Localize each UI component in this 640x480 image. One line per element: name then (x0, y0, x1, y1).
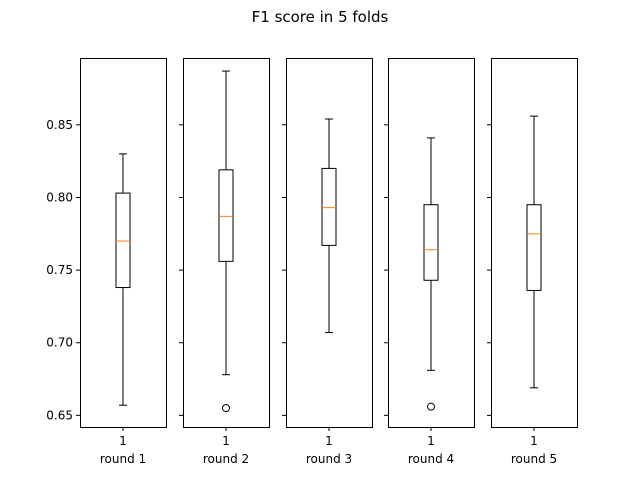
panel-2-box (218, 169, 234, 262)
panel-4-xtick-label: 1 (427, 434, 435, 448)
panel-1-xtick-label: 1 (119, 434, 127, 448)
panel-2-xtick-label: 1 (222, 434, 230, 448)
ytick-label-4: 0.80 (46, 190, 73, 204)
ytick-label-5: 0.85 (46, 118, 73, 132)
panel-5-box (526, 204, 542, 291)
panel-4-box (423, 204, 439, 281)
panel-3-xtick-label: 1 (325, 434, 333, 448)
panel-1-xlabel: round 1 (100, 452, 146, 466)
ytick-label-3: 0.75 (46, 263, 73, 277)
chart-title: F1 score in 5 folds (251, 8, 389, 26)
panel-5-xlabel: round 5 (511, 452, 557, 466)
panel-4-outlier-1 (427, 402, 435, 411)
panel-5-xtick-label: 1 (530, 434, 538, 448)
ytick-label-1: 0.65 (46, 408, 73, 422)
panel-4-xlabel: round 4 (408, 452, 454, 466)
panel-2-outlier-1 (222, 404, 230, 413)
ytick-label-2: 0.70 (46, 336, 73, 350)
panel-2-xlabel: round 2 (203, 452, 249, 466)
panel-3-frame (286, 58, 373, 428)
panel-4-frame (388, 58, 475, 428)
panel-3-box (321, 167, 337, 246)
panel-3-xlabel: round 3 (306, 452, 352, 466)
panel-1-box (115, 192, 131, 289)
